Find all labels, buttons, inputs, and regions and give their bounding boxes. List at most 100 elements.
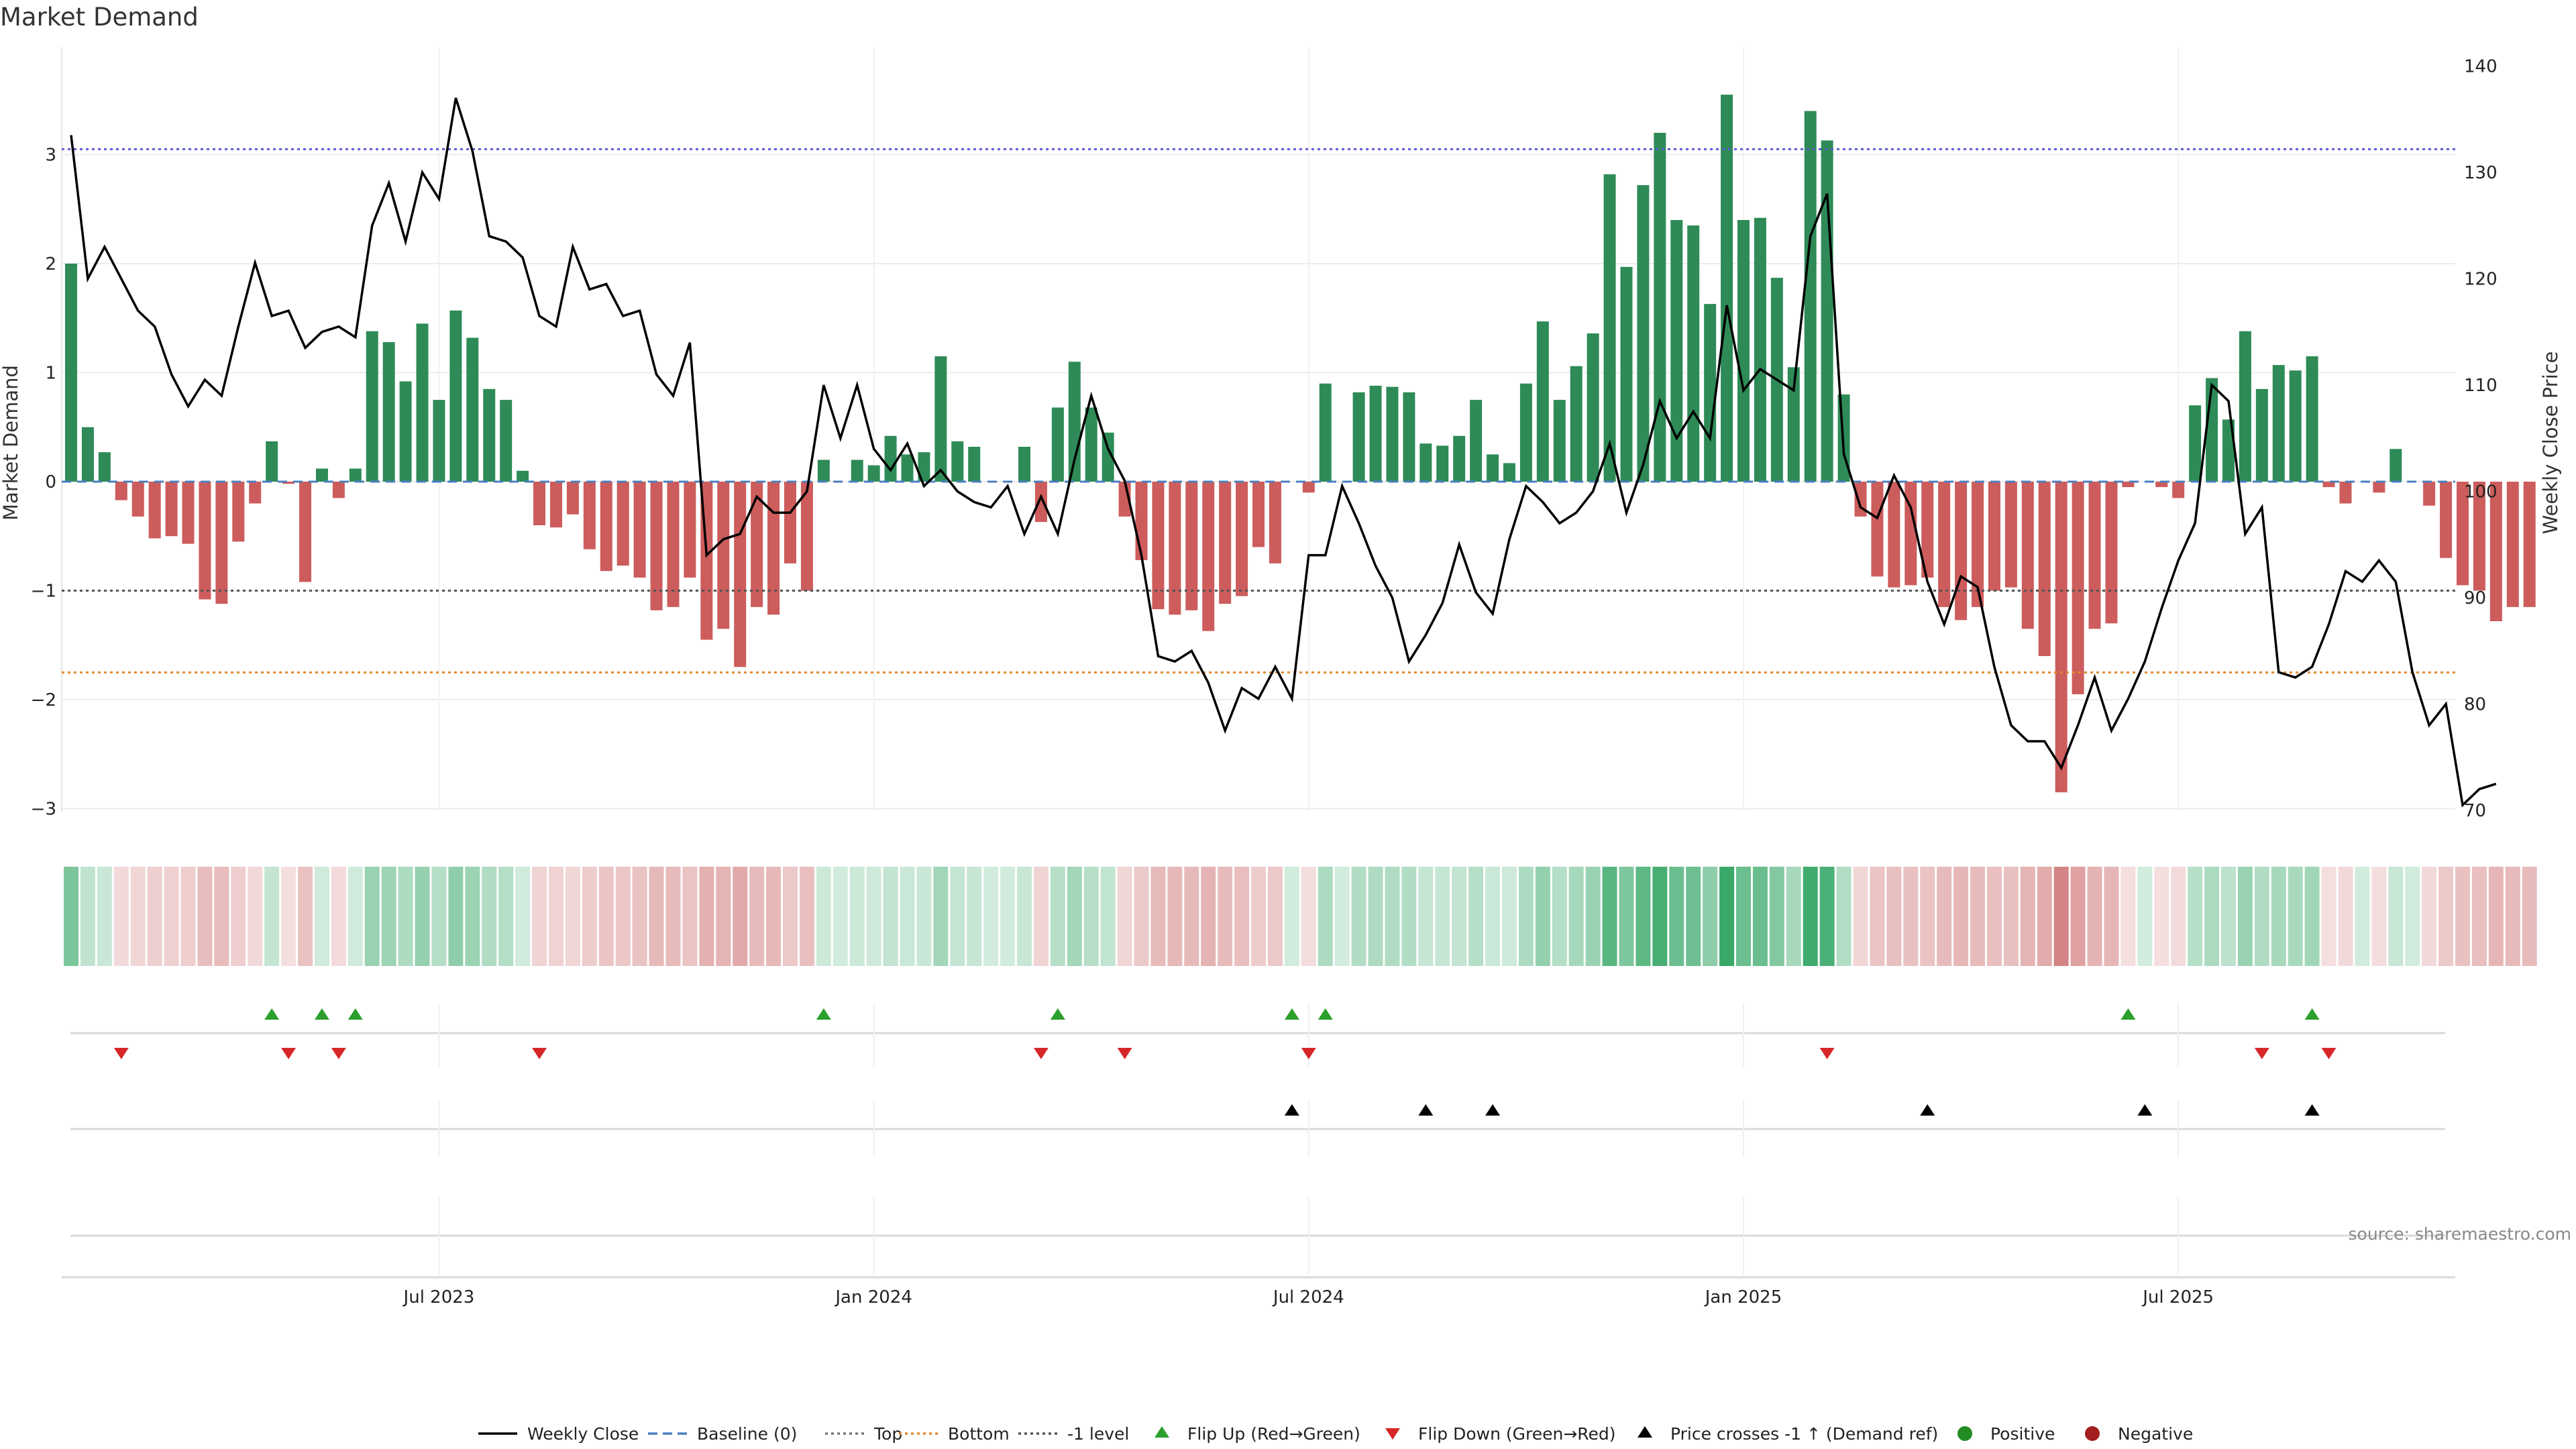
- heat-cell: [2338, 867, 2353, 966]
- flip-up-markers: [264, 1008, 2320, 1020]
- negative-bar: [1904, 482, 1917, 586]
- heat-cell: [1986, 867, 2002, 966]
- positive-bar: [483, 388, 496, 482]
- legend-item: Top: [825, 1424, 902, 1444]
- heat-cell: [866, 867, 881, 966]
- flip-down-marker: [2254, 1048, 2269, 1059]
- price-cross-marker: [1418, 1104, 1434, 1116]
- heat-cell: [2254, 867, 2269, 966]
- positive-bar: [433, 400, 445, 482]
- positive-bar: [1754, 217, 1766, 482]
- legend-item: Bottom: [899, 1424, 1010, 1444]
- heat-cell: [2220, 867, 2236, 966]
- legend-item: Positive: [1957, 1424, 2055, 1444]
- negative-bar: [2021, 482, 2034, 629]
- left-axis-ticks: −3 −2 −1 0 1 2 3: [31, 146, 56, 820]
- positive-bar: [1587, 333, 1599, 482]
- heat-cell: [2304, 867, 2320, 966]
- heat-cell: [2321, 867, 2337, 966]
- negative-bar: [115, 482, 127, 500]
- right-axis-label: Weekly Close Price: [2539, 352, 2562, 535]
- heat-cell: [2422, 867, 2437, 966]
- heat-cell: [1819, 867, 1835, 966]
- legend-swatch: [1957, 1426, 1972, 1441]
- positive-bar: [416, 323, 429, 482]
- heat-cell: [2104, 867, 2119, 966]
- heat-cell: [2154, 867, 2169, 966]
- negative-bar: [616, 482, 629, 566]
- heat-cell: [113, 867, 129, 966]
- heat-cell: [1167, 867, 1183, 966]
- flip-up-marker: [314, 1008, 329, 1020]
- heat-cell: [2171, 867, 2186, 966]
- positive-bar: [2255, 388, 2268, 482]
- heat-cell: [1535, 867, 1550, 966]
- negative-bar: [2004, 482, 2017, 588]
- price-cross-marker: [1920, 1104, 1935, 1116]
- flip-up-marker: [1318, 1008, 1333, 1020]
- heat-cell: [1134, 867, 1149, 966]
- x-tick-label: Jan 2025: [1704, 1287, 1782, 1307]
- negative-bar: [1988, 482, 2000, 591]
- heat-cell: [97, 867, 112, 966]
- legend-label: Price crosses -1 ↑ (Demand ref): [1670, 1424, 1938, 1444]
- positive-bar: [2390, 449, 2402, 482]
- heat-cell: [180, 867, 196, 966]
- positive-bar: [517, 470, 529, 482]
- negative-bar: [533, 482, 546, 525]
- heat-cell: [1418, 867, 1434, 966]
- weekly-close-line: [70, 97, 2497, 808]
- signal-panels: [62, 1003, 2455, 1279]
- heat-cell: [1452, 867, 1467, 966]
- positive-bar: [1553, 400, 1566, 482]
- positive-bar: [315, 468, 328, 482]
- legend-label: Bottom: [948, 1424, 1010, 1444]
- negative-bar: [751, 482, 763, 607]
- heat-cell: [197, 867, 213, 966]
- negative-bar: [2172, 482, 2185, 498]
- heat-cell: [2020, 867, 2035, 966]
- price-cross-marker: [2304, 1104, 2320, 1116]
- heat-cell: [264, 867, 280, 966]
- heat-cell: [1853, 867, 1868, 966]
- negative-bar: [566, 482, 579, 515]
- left-tick-label: −2: [31, 690, 56, 710]
- left-tick-label: 1: [45, 364, 56, 384]
- positive-bar: [2289, 370, 2302, 482]
- positive-bar: [1620, 266, 1633, 482]
- heat-cell: [916, 867, 932, 966]
- positive-bar: [1386, 386, 1399, 482]
- heat-cell: [482, 867, 497, 966]
- heat-cell: [2204, 867, 2220, 966]
- positive-bar: [1737, 220, 1750, 482]
- negative-bar: [2088, 482, 2101, 629]
- flip-down-marker: [1117, 1048, 1132, 1059]
- negative-bar: [767, 482, 780, 615]
- heat-cell: [2455, 867, 2470, 966]
- right-tick-label: 80: [2464, 695, 2486, 715]
- left-tick-label: 3: [45, 146, 56, 166]
- heat-cell: [2505, 867, 2520, 966]
- negative-bar: [131, 482, 144, 517]
- heat-cell: [1585, 867, 1601, 966]
- heat-cell: [2003, 867, 2019, 966]
- negative-bar: [2322, 482, 2335, 488]
- positive-bar: [1704, 304, 1717, 482]
- flip-down-marker: [113, 1048, 129, 1059]
- heat-cell: [298, 867, 313, 966]
- heat-cell: [1435, 867, 1450, 966]
- positive-bar: [1419, 443, 1432, 482]
- positive-bar: [867, 465, 880, 482]
- heat-cell: [2087, 867, 2102, 966]
- negative-bar: [299, 482, 312, 582]
- heat-cell: [1267, 867, 1283, 966]
- positive-bar: [851, 460, 863, 482]
- negative-bar: [249, 482, 262, 504]
- negative-bar: [2155, 482, 2168, 488]
- heat-cell: [2121, 867, 2136, 966]
- heat-cell: [632, 867, 647, 966]
- heat-cell: [1669, 867, 1684, 966]
- flip-down-marker: [1301, 1048, 1316, 1059]
- chart-title: Market Demand: [0, 3, 199, 32]
